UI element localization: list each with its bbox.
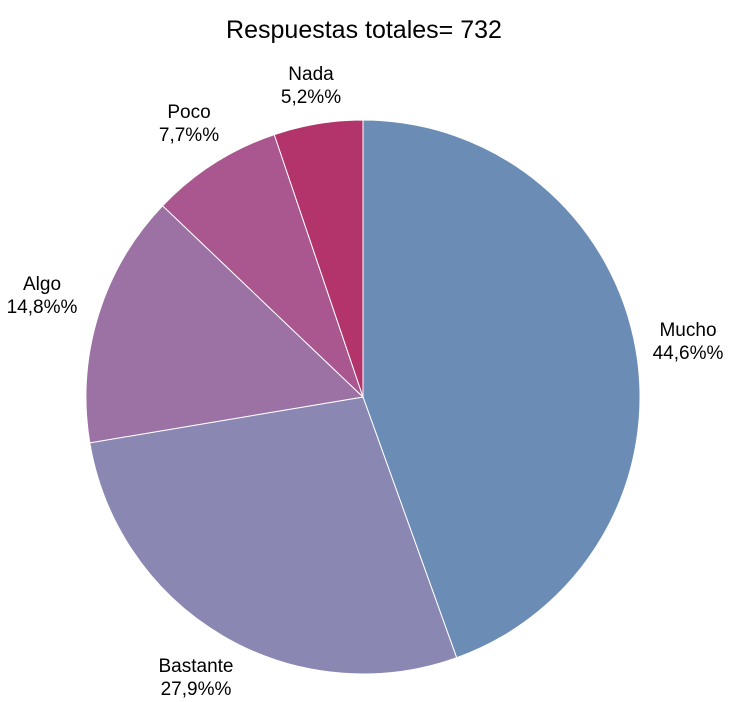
slice-value-algo: 14,8%% — [7, 297, 78, 318]
chart-title: Respuestas totales= 732 — [226, 16, 502, 44]
slice-label-mucho: Mucho — [659, 320, 716, 341]
slice-label-nada: Nada — [288, 64, 334, 85]
slice-label-poco: Poco — [167, 102, 210, 123]
slice-label-algo: Algo — [23, 274, 61, 295]
slice-value-mucho: 44,6%% — [653, 343, 724, 364]
slice-label-bastante: Bastante — [159, 656, 234, 677]
slice-value-nada: 5,2%% — [281, 87, 341, 108]
slice-value-poco: 7,7%% — [159, 125, 219, 146]
slice-value-bastante: 27,9%% — [161, 679, 232, 700]
